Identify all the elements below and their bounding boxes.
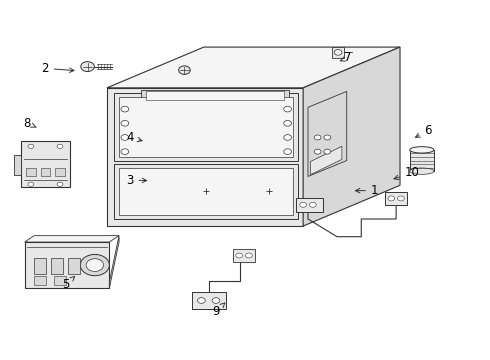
Circle shape: [284, 121, 292, 126]
Bar: [386, 192, 407, 205]
Circle shape: [236, 253, 243, 258]
Text: 10: 10: [394, 166, 420, 180]
Bar: [55, 168, 65, 176]
Polygon shape: [107, 47, 400, 88]
Ellipse shape: [410, 147, 434, 153]
Circle shape: [300, 202, 307, 207]
Polygon shape: [303, 47, 400, 226]
Circle shape: [121, 135, 129, 140]
Circle shape: [57, 182, 63, 186]
Circle shape: [81, 62, 95, 72]
Polygon shape: [109, 236, 119, 288]
Bar: [51, 258, 63, 274]
Bar: [410, 150, 434, 171]
Polygon shape: [146, 91, 284, 100]
Polygon shape: [310, 146, 342, 175]
Circle shape: [80, 255, 109, 276]
Circle shape: [314, 149, 321, 154]
Circle shape: [388, 196, 394, 201]
Text: 1: 1: [355, 184, 378, 197]
Polygon shape: [119, 168, 294, 215]
Text: 7: 7: [341, 51, 352, 64]
Bar: [34, 276, 47, 284]
Circle shape: [324, 149, 331, 154]
Circle shape: [197, 298, 205, 303]
Bar: [41, 168, 50, 176]
Circle shape: [28, 144, 34, 148]
Text: 8: 8: [24, 117, 36, 130]
Text: 4: 4: [126, 131, 142, 144]
Text: 9: 9: [212, 303, 225, 318]
Text: 2: 2: [41, 62, 74, 75]
Circle shape: [86, 259, 103, 271]
Bar: [53, 276, 66, 284]
Circle shape: [314, 135, 321, 140]
Text: 5: 5: [62, 276, 74, 291]
Bar: [14, 155, 21, 175]
Ellipse shape: [410, 168, 434, 174]
Text: 3: 3: [126, 174, 147, 186]
Bar: [68, 258, 80, 274]
Circle shape: [309, 202, 316, 207]
Text: 6: 6: [416, 124, 432, 138]
Bar: [233, 249, 255, 261]
Circle shape: [179, 66, 190, 75]
Circle shape: [324, 135, 331, 140]
Circle shape: [121, 121, 129, 126]
Bar: [21, 141, 70, 187]
Polygon shape: [107, 88, 303, 226]
Circle shape: [284, 106, 292, 112]
Circle shape: [245, 253, 252, 258]
Bar: [34, 258, 47, 274]
Polygon shape: [332, 47, 344, 58]
Circle shape: [121, 149, 129, 154]
Bar: [296, 198, 322, 212]
Circle shape: [57, 144, 63, 148]
Circle shape: [334, 50, 342, 55]
Polygon shape: [114, 164, 298, 219]
Bar: [24, 242, 109, 288]
Circle shape: [397, 196, 404, 201]
Circle shape: [284, 149, 292, 154]
Polygon shape: [119, 97, 294, 157]
Bar: [26, 168, 36, 176]
Polygon shape: [141, 90, 289, 102]
Polygon shape: [24, 236, 119, 242]
Circle shape: [28, 182, 34, 186]
Bar: [192, 292, 225, 309]
Circle shape: [121, 106, 129, 112]
Circle shape: [212, 298, 220, 303]
Circle shape: [284, 135, 292, 140]
Polygon shape: [114, 93, 298, 161]
Polygon shape: [308, 91, 347, 176]
